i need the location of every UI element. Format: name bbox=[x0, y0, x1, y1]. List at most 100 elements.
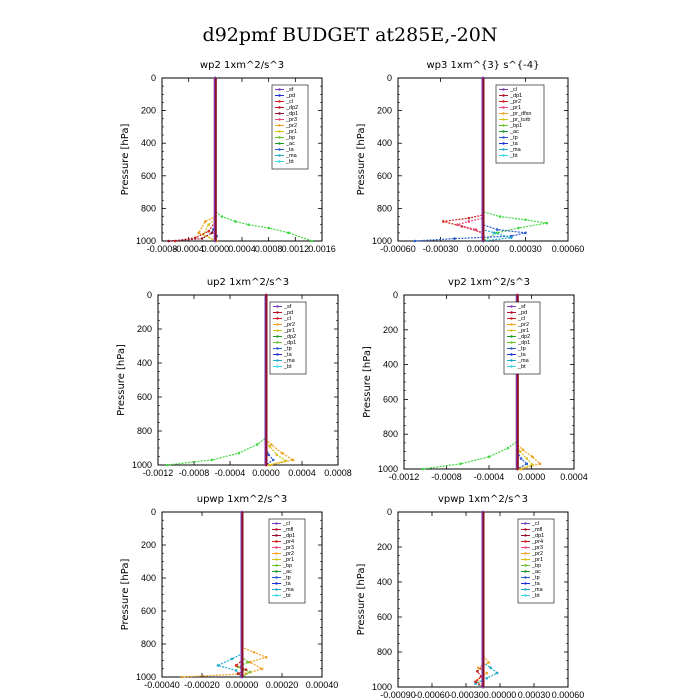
legend-marker bbox=[276, 341, 279, 344]
legend-marker bbox=[275, 558, 278, 561]
chart-panel-3: up2 1xm^2/s^3 0 200 400 600 800 1000 Pressure [… bbox=[116, 277, 352, 478]
x-tick-label: -0.00060 bbox=[414, 690, 450, 700]
legend-label: _pd bbox=[517, 310, 527, 316]
series-point-pr1 bbox=[531, 463, 534, 466]
y-tick-label: 0 bbox=[387, 507, 392, 517]
legend-marker bbox=[276, 305, 279, 308]
legend-marker bbox=[510, 305, 513, 308]
legend-marker bbox=[502, 154, 505, 157]
series-point-tp bbox=[524, 231, 527, 235]
y-axis-label: Pressure [hPa] bbox=[356, 564, 367, 636]
x-tick-label: 0.00030 bbox=[509, 244, 542, 254]
legend-marker bbox=[278, 160, 281, 163]
legend-label: _pr2 bbox=[517, 322, 529, 328]
legend-marker bbox=[276, 311, 279, 314]
legend-marker bbox=[278, 100, 281, 103]
legend-marker bbox=[275, 594, 278, 597]
y-tick-label: 400 bbox=[141, 573, 156, 583]
legend-label: _dp1 bbox=[285, 111, 298, 117]
series-point-pr4 bbox=[474, 680, 477, 684]
legend-box bbox=[517, 518, 555, 604]
legend-marker bbox=[275, 546, 278, 549]
figure-title: d92pmf BUDGET at285E,-20N bbox=[203, 24, 498, 46]
legend-marker bbox=[524, 540, 527, 543]
series-point-ac bbox=[498, 215, 502, 218]
legend-marker bbox=[276, 335, 279, 338]
y-tick-label: 400 bbox=[383, 360, 398, 370]
x-tick-label: 0.00040 bbox=[306, 680, 339, 690]
series-point-bp bbox=[220, 215, 224, 218]
series-point-pr2 bbox=[531, 455, 534, 459]
series-point-dp1 bbox=[459, 462, 462, 466]
legend-label: _bt bbox=[285, 159, 294, 165]
series-point-ma bbox=[495, 671, 499, 675]
legend-label: _dp2 bbox=[285, 105, 298, 111]
y-tick-label: 400 bbox=[377, 138, 392, 148]
legend-marker bbox=[278, 112, 281, 115]
chart-title: up2 1xm^2/s^3 bbox=[207, 277, 289, 288]
series-line-cl bbox=[175, 78, 216, 242]
legend-marker bbox=[278, 154, 281, 157]
legend-label: _sf bbox=[283, 304, 292, 310]
legend-label: _ta bbox=[509, 141, 519, 147]
legend: _sf_pd_cl_pr2_pr1_dp2_dp1_tp_ta_ma_bt bbox=[503, 301, 541, 375]
legend-label: _pr2 bbox=[283, 322, 295, 328]
legend: _cl_mfl_dp1_pr4_pr3_pr2_pr1_bp_ac_tp_ta_… bbox=[268, 518, 306, 604]
legend-label: _bp bbox=[285, 135, 295, 141]
legend-marker bbox=[524, 546, 527, 549]
y-axis-label: Pressure [hPa] bbox=[120, 559, 131, 631]
y-tick-label: 600 bbox=[141, 606, 156, 616]
series-line-bp bbox=[236, 512, 252, 678]
x-tick-label: 0.0000 bbox=[202, 244, 230, 254]
series-point-pr2 bbox=[248, 660, 252, 664]
y-tick-label: 1000 bbox=[372, 236, 392, 246]
y-tick-label: 800 bbox=[383, 429, 398, 439]
x-tick-label: -0.00020 bbox=[184, 680, 220, 690]
legend-marker bbox=[524, 558, 527, 561]
x-tick-label: 0.0000 bbox=[252, 468, 280, 478]
legend-label: _pr1 bbox=[285, 129, 297, 135]
legend-marker bbox=[502, 106, 505, 109]
y-tick-label: 800 bbox=[377, 647, 392, 657]
series-point-tp bbox=[525, 462, 529, 466]
legend-label: _cl bbox=[517, 316, 525, 322]
legend-marker bbox=[510, 317, 513, 320]
legend-label: _pr2 bbox=[509, 99, 521, 105]
series-point-tp bbox=[495, 228, 499, 231]
legend-marker bbox=[276, 329, 279, 332]
legend-marker bbox=[278, 106, 281, 109]
series-point-pr2 bbox=[538, 462, 542, 466]
x-tick-label: -0.00040 bbox=[144, 680, 180, 690]
x-tick-label: 0.0008 bbox=[324, 468, 352, 478]
legend-marker bbox=[510, 329, 513, 332]
series-point-bp bbox=[247, 223, 250, 226]
y-axis-label: Pressure [hPa] bbox=[120, 124, 131, 196]
legend-label: _cl bbox=[283, 316, 291, 322]
x-tick-label: 0.00060 bbox=[552, 244, 585, 254]
y-tick-label: 200 bbox=[383, 325, 398, 335]
y-tick-label: 200 bbox=[141, 540, 156, 550]
legend: _cl_dp1_pr2_pr1_pr_dfsn_pr_turb_bp1_ac_t… bbox=[495, 84, 545, 164]
legend-label: _pr1 bbox=[282, 557, 294, 563]
y-axis-label: Pressure [hPa] bbox=[116, 344, 127, 416]
series-point-dp1 bbox=[167, 239, 170, 243]
legend-label: _pr3 bbox=[531, 545, 543, 551]
legend-marker bbox=[502, 100, 505, 103]
legend-marker bbox=[276, 353, 279, 356]
series-line-ma bbox=[216, 512, 243, 678]
legend-label: _ta bbox=[285, 147, 295, 153]
series-line-pr2 bbox=[181, 512, 268, 678]
x-tick-label: 0.00000 bbox=[226, 680, 259, 690]
y-tick-label: 0 bbox=[393, 290, 398, 300]
series-point-pr4 bbox=[236, 672, 240, 675]
y-tick-label: 600 bbox=[377, 171, 392, 181]
legend-label: _dp1 bbox=[509, 93, 522, 99]
legend-marker bbox=[502, 142, 505, 145]
legend-label: _ma bbox=[517, 358, 530, 364]
series-point-ac bbox=[524, 218, 527, 222]
series-point-pr1 bbox=[284, 459, 288, 463]
y-tick-label: 200 bbox=[137, 324, 152, 334]
legend-label: _bt bbox=[531, 593, 540, 599]
chart-title: wp3 1xm^{3} s^{-4} bbox=[426, 60, 539, 71]
series-point-dp1 bbox=[506, 446, 510, 450]
